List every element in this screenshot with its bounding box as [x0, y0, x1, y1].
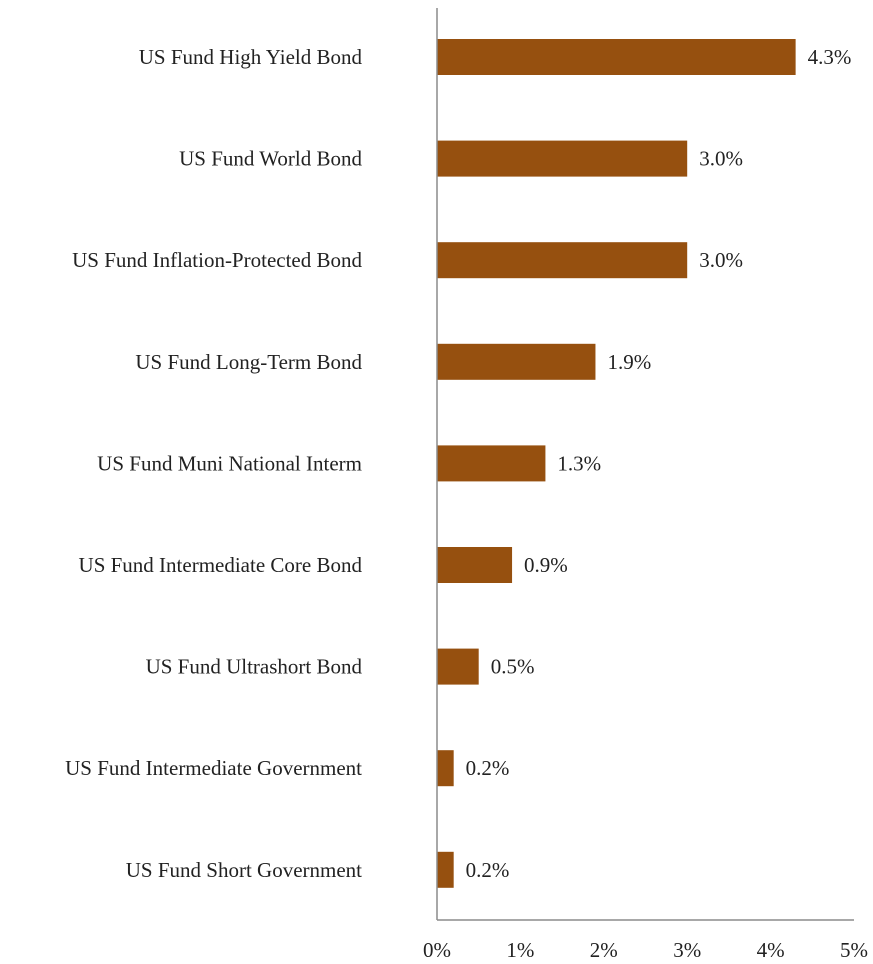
- value-label-us-fund-ultrashort-bond: 0.5%: [491, 655, 535, 679]
- bar-us-fund-muni-national-interm: [437, 445, 546, 482]
- bar-us-fund-world-bond: [437, 140, 688, 177]
- value-label-us-fund-long-term-bond: 1.9%: [607, 350, 651, 374]
- category-label-us-fund-world-bond: US Fund World Bond: [179, 147, 362, 171]
- bar-us-fund-intermediate-core-bond: [437, 547, 513, 583]
- value-label-us-fund-world-bond: 3.0%: [699, 147, 743, 171]
- category-label-us-fund-muni-national-interm: US Fund Muni National Interm: [97, 451, 362, 475]
- value-label-us-fund-short-government: 0.2%: [466, 858, 510, 882]
- value-label-us-fund-inflation-protected-bond: 3.0%: [699, 248, 743, 272]
- category-label-us-fund-ultrashort-bond: US Fund Ultrashort Bond: [146, 655, 363, 679]
- bar-us-fund-inflation-protected-bond: [437, 242, 688, 279]
- bar-us-fund-ultrashort-bond: [437, 648, 479, 685]
- bar-us-fund-intermediate-government: [437, 750, 454, 787]
- value-label-us-fund-intermediate-core-bond: 0.9%: [524, 553, 568, 577]
- x-tick-label-3: 3%: [673, 938, 701, 962]
- category-label-us-fund-high-yield-bond: US Fund High Yield Bond: [139, 45, 363, 69]
- value-label-us-fund-muni-national-interm: 1.3%: [557, 451, 601, 475]
- bar-us-fund-high-yield-bond: [437, 39, 796, 75]
- x-tick-labels: 0% 1% 2% 3% 4% 5%: [423, 938, 868, 962]
- axes: [436, 8, 854, 921]
- bar-us-fund-short-government: [437, 851, 454, 888]
- x-tick-label-1: 1%: [506, 938, 534, 962]
- category-label-us-fund-long-term-bond: US Fund Long-Term Bond: [135, 350, 362, 374]
- bars-layer: [437, 39, 796, 888]
- category-label-us-fund-short-government: US Fund Short Government: [126, 858, 362, 882]
- category-label-us-fund-inflation-protected-bond: US Fund Inflation-Protected Bond: [72, 248, 362, 272]
- category-label-us-fund-intermediate-core-bond: US Fund Intermediate Core Bond: [79, 553, 363, 577]
- x-tick-label-0: 0%: [423, 938, 451, 962]
- category-labels: US Fund High Yield Bond US Fund World Bon…: [65, 45, 362, 882]
- category-label-us-fund-intermediate-government: US Fund Intermediate Government: [65, 756, 362, 780]
- x-tick-label-2: 2%: [590, 938, 618, 962]
- bar-us-fund-long-term-bond: [437, 343, 596, 380]
- value-label-us-fund-intermediate-government: 0.2%: [466, 756, 510, 780]
- x-tick-label-4: 4%: [757, 938, 785, 962]
- x-tick-label-5: 5%: [840, 938, 868, 962]
- value-labels: 4.3% 3.0% 3.0% 1.9% 1.3% 0.9% 0.5% 0.2% 0.2%: [466, 45, 852, 882]
- value-label-us-fund-high-yield-bond: 4.3%: [808, 45, 852, 69]
